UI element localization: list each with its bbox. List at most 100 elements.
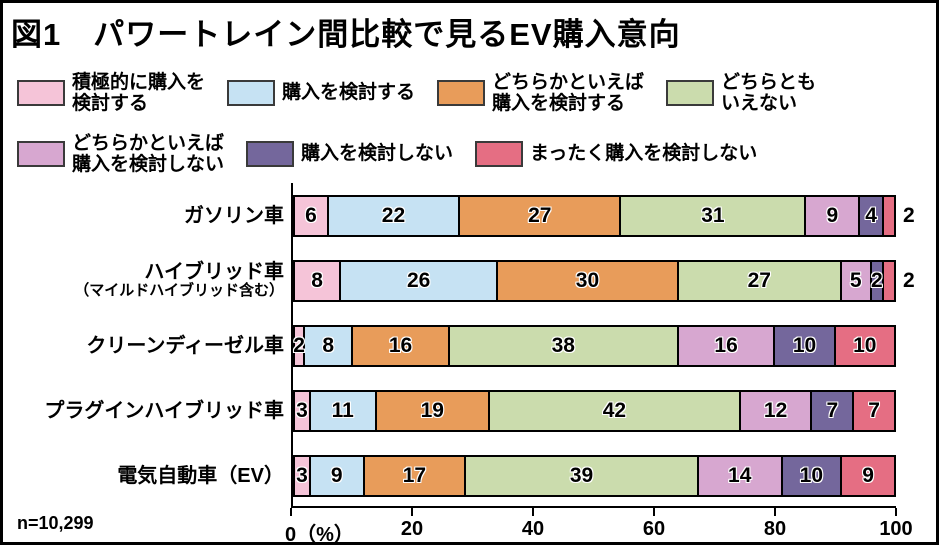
- bar-segment: 42: [490, 389, 741, 432]
- bar-segment: 39: [466, 454, 699, 497]
- bar-row: 3 9 17 39 14 10 9: [293, 443, 896, 508]
- segment-value: 14: [728, 463, 752, 487]
- bar-segment: 9: [310, 454, 365, 497]
- legend-swatch: [666, 80, 715, 106]
- category-label: ガソリン車: [184, 204, 284, 227]
- bar-segment: 2: [871, 259, 884, 302]
- category-label: ハイブリッド車 （マイルドハイブリッド含む）: [74, 261, 284, 300]
- axis-tick-label: 40: [521, 518, 545, 540]
- legend-label: どちらかといえば 購入を検討しない: [72, 132, 225, 175]
- bar-segment: 4: [860, 194, 885, 237]
- bar-track: 3 9 17 39 14 10 9: [293, 454, 896, 497]
- segment-value: 16: [388, 333, 413, 357]
- legend-item: どちらかといえば 購入を検討する: [437, 72, 644, 115]
- sample-size-note: n=10,299: [17, 513, 94, 533]
- segment-value: 42: [602, 398, 627, 422]
- bar-row: 6 22 27 31 9 4 2: [293, 183, 915, 248]
- segment-value: 8: [322, 333, 334, 357]
- bar-track: 8 26 30 27 5 2: [293, 259, 896, 302]
- segment-value: 7: [826, 398, 839, 422]
- bar-row: 8 26 30 27 5 2 2: [293, 248, 915, 313]
- bar-segment: 16: [678, 324, 776, 367]
- legend-item: どちらとも いえない: [666, 72, 816, 115]
- bar-segment: 6: [293, 194, 329, 237]
- legend-row-2: どちらかといえば 購入を検討しない 購入を検討しない まったく購入を検討しない: [17, 131, 930, 177]
- axis-tick: [895, 508, 897, 516]
- bar-segment: 9: [806, 194, 861, 237]
- segment-value: 10: [792, 333, 817, 357]
- legend-swatch: [17, 80, 65, 106]
- segment-value: 12: [763, 398, 788, 422]
- segment-value: 9: [330, 463, 343, 487]
- plot-area: 6 22 27 31 9 4 2 8 26 30 27 5 2 2 2 8 16 38 16 10 10 3 11 19 42 1…: [285, 183, 915, 542]
- bar-segment: 27: [460, 194, 622, 237]
- legend-swatch: [437, 80, 486, 106]
- legend-item: どちらかといえば 購入を検討しない: [17, 133, 224, 176]
- legend-swatch: [475, 141, 524, 167]
- bar-segment: 10: [835, 324, 896, 367]
- segment-value: 9: [862, 463, 874, 487]
- axis-tick: [290, 508, 292, 516]
- category-labels: ガソリン車 ハイブリッド車 （マイルドハイブリッド含む） クリーンディーゼル車 プラグイ…: [11, 183, 291, 540]
- bar-segment: 5: [841, 259, 872, 302]
- segment-value: 31: [701, 203, 725, 227]
- bar-segment: 10: [775, 324, 836, 367]
- legend-swatch: [17, 141, 65, 167]
- bar-segment: 17: [364, 454, 467, 497]
- segment-value: 2: [871, 268, 883, 292]
- segment-value: 9: [826, 203, 839, 227]
- legend-label: 購入を検討しない: [301, 143, 454, 165]
- bar-segment: 22: [328, 194, 461, 237]
- stacked-bar-chart: ガソリン車 ハイブリッド車 （マイルドハイブリッド含む） クリーンディーゼル車 プラグイ…: [11, 183, 928, 542]
- axis-tick-label: 0（%）: [285, 524, 354, 545]
- bar-segment: 38: [449, 324, 679, 367]
- segment-value: 16: [714, 333, 738, 357]
- bar-segment: 27: [678, 259, 842, 302]
- legend-label: まったく購入を検討しない: [530, 143, 758, 165]
- segment-value: 27: [747, 268, 771, 292]
- legend-label: どちらとも いえない: [721, 71, 817, 114]
- legend-row-1: 積極的に購入を 検討する 購入を検討する どちらかといえば 購入を検討する どちらとも…: [17, 65, 930, 121]
- segment-value: 3: [296, 463, 308, 487]
- segment-value: 7: [868, 398, 880, 422]
- bar-segment: 26: [341, 259, 498, 302]
- bar-segment: 31: [621, 194, 807, 237]
- segment-value: 22: [381, 203, 406, 227]
- axis-tick: [653, 508, 655, 516]
- legend-item: まったく購入を検討しない: [475, 141, 757, 167]
- legend-label: 積極的に購入を 検討する: [72, 71, 206, 114]
- category-label: プラグインハイブリッド車: [44, 399, 284, 422]
- bars-container: 6 22 27 31 9 4 2 8 26 30 27 5 2 2 2 8 16 38 16 10 10 3 11 19 42 1…: [291, 183, 915, 508]
- segment-value: 4: [865, 203, 877, 227]
- x-axis: 0（%） 20 40 60 80 100: [285, 508, 913, 542]
- segment-value: 6: [305, 203, 317, 227]
- segment-value: 10: [853, 333, 877, 357]
- bar-segment: 9: [842, 454, 896, 497]
- segment-value: 11: [331, 398, 354, 422]
- bar-segment: [884, 194, 896, 237]
- legend-label: 購入を検討する: [282, 82, 416, 104]
- segment-value: 38: [551, 333, 575, 357]
- bar-segment: 10: [782, 454, 843, 497]
- segment-value: 5: [849, 268, 862, 292]
- figure-title: 図1 パワートレイン間比較で見るEV購入意向: [11, 17, 681, 52]
- axis-tick: [411, 508, 413, 516]
- legend-swatch: [246, 141, 295, 167]
- bar-segment: 11: [310, 389, 377, 432]
- segment-value: 3: [296, 398, 308, 422]
- legend-item: 購入を検討しない: [246, 141, 453, 167]
- bar-segment: 8: [293, 259, 342, 302]
- bar-track: 2 8 16 38 16 10 10: [293, 324, 896, 367]
- legend-item: 購入を検討する: [227, 80, 415, 106]
- outside-value: 2: [903, 268, 915, 292]
- axis-tick-label: 100: [879, 518, 913, 540]
- axis-tick: [774, 508, 776, 516]
- category-label: 電気自動車（EV）: [117, 464, 284, 487]
- bar-track: 6 22 27 31 9 4: [293, 194, 896, 237]
- bar-segment: 19: [376, 389, 490, 432]
- outside-value: 2: [903, 203, 915, 227]
- segment-value: 27: [528, 203, 552, 227]
- bar-segment: 8: [305, 324, 354, 367]
- segment-value: 26: [406, 268, 431, 292]
